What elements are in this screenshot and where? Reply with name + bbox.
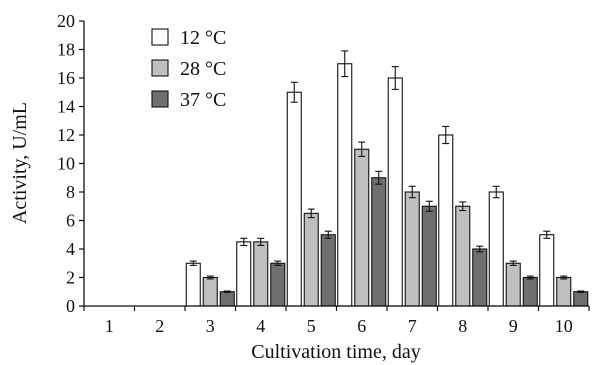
bars-layer bbox=[185, 50, 589, 307]
error-bar bbox=[577, 290, 585, 294]
error-bar bbox=[240, 237, 248, 246]
y-ticks: 0 2 4 6 8 10 12 14 16 18 20 bbox=[57, 11, 84, 316]
x-tick-label: 6 bbox=[357, 316, 366, 336]
bar-37C-day-10 bbox=[573, 291, 589, 307]
bar-37C-day-9 bbox=[522, 276, 538, 307]
error-bar bbox=[560, 275, 568, 280]
bar-28C-day-7 bbox=[404, 191, 420, 307]
error-bar bbox=[408, 185, 416, 199]
bar-28C-day-9 bbox=[505, 262, 521, 307]
legend-swatch bbox=[151, 59, 169, 77]
bar-12C-day-7 bbox=[387, 77, 403, 307]
bar-37C-day-8 bbox=[472, 248, 488, 307]
legend-label: 37 °C bbox=[180, 89, 226, 111]
legend-label: 28 °C bbox=[180, 58, 226, 80]
y-tick-label: 20 bbox=[57, 11, 75, 31]
x-ticks: 1 2 3 4 5 6 7 8 9 10 bbox=[83, 306, 590, 336]
bar-37C-day-7 bbox=[421, 205, 437, 307]
error-bar bbox=[391, 66, 399, 90]
error-bar bbox=[324, 230, 332, 239]
bar-12C-day-3 bbox=[185, 262, 201, 307]
x-tick-label: 8 bbox=[458, 316, 467, 336]
bar-37C-day-5 bbox=[320, 234, 336, 307]
x-tick-label: 2 bbox=[155, 316, 164, 336]
bar-12C-day-4 bbox=[236, 241, 252, 307]
y-tick-label: 4 bbox=[66, 239, 75, 259]
x-tick-label: 10 bbox=[555, 316, 573, 336]
error-bar bbox=[341, 50, 349, 78]
bar-12C-day-5 bbox=[286, 91, 302, 307]
x-tick-label: 5 bbox=[307, 316, 316, 336]
y-tick-label: 14 bbox=[57, 97, 75, 117]
y-tick-label: 6 bbox=[66, 211, 75, 231]
legend: 12 °C 28 °C 37 °C bbox=[151, 27, 226, 111]
error-bar bbox=[206, 275, 214, 280]
error-bar bbox=[509, 260, 517, 266]
error-bar bbox=[492, 185, 500, 199]
bar-12C-day-8 bbox=[438, 134, 454, 307]
x-tick-label: 4 bbox=[256, 316, 265, 336]
error-bar bbox=[223, 290, 231, 294]
y-tick-label: 2 bbox=[66, 268, 75, 288]
legend-label: 12 °C bbox=[180, 27, 226, 49]
bar-28C-day-10 bbox=[556, 276, 572, 307]
bar-37C-day-4 bbox=[270, 262, 286, 307]
y-tick-label: 12 bbox=[57, 125, 75, 145]
error-bar bbox=[459, 201, 467, 212]
error-bar bbox=[543, 230, 551, 239]
bar-12C-day-9 bbox=[488, 191, 504, 307]
y-axis-title: Activity, U/mL bbox=[9, 102, 31, 224]
bar-37C-day-3 bbox=[219, 291, 235, 307]
y-tick-label: 8 bbox=[66, 182, 75, 202]
error-bar bbox=[442, 125, 450, 145]
y-tick-label: 18 bbox=[57, 40, 75, 60]
legend-swatch bbox=[151, 90, 169, 108]
y-tick-label: 10 bbox=[57, 154, 75, 174]
error-bar bbox=[358, 141, 366, 157]
error-bar bbox=[257, 237, 265, 246]
x-tick-label: 3 bbox=[206, 316, 215, 336]
legend-swatch bbox=[151, 28, 169, 46]
bar-12C-day-10 bbox=[539, 234, 555, 307]
error-bar bbox=[476, 245, 484, 253]
x-tick-label: 7 bbox=[408, 316, 417, 336]
bar-28C-day-6 bbox=[354, 148, 370, 307]
error-bar bbox=[307, 208, 315, 219]
error-bar bbox=[290, 81, 298, 103]
y-tick-label: 16 bbox=[57, 68, 75, 88]
bar-37C-day-6 bbox=[371, 177, 387, 307]
x-tick-label: 9 bbox=[509, 316, 518, 336]
y-tick-label: 0 bbox=[66, 296, 75, 316]
error-bar bbox=[375, 170, 383, 185]
error-bar bbox=[274, 260, 282, 266]
x-axis-title: Cultivation time, day bbox=[251, 341, 420, 363]
bar-12C-day-6 bbox=[337, 63, 353, 307]
bar-28C-day-3 bbox=[202, 276, 218, 307]
x-tick-label: 1 bbox=[105, 316, 114, 336]
error-bar bbox=[425, 200, 433, 212]
error-bar bbox=[189, 260, 197, 266]
bar-28C-day-4 bbox=[253, 241, 269, 307]
error-bar bbox=[526, 275, 534, 280]
bar-28C-day-5 bbox=[303, 212, 319, 307]
bar-28C-day-8 bbox=[455, 205, 471, 307]
